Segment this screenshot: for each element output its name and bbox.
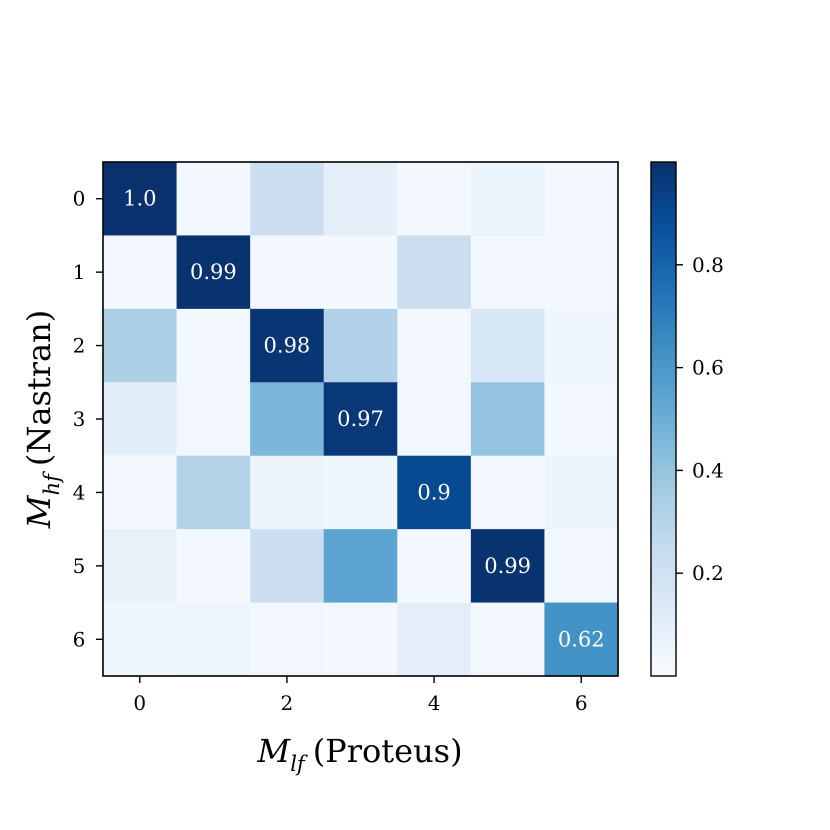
cell-annotation-1-1: 0.99: [190, 260, 237, 284]
heatmap-cell-3-1: [176, 382, 251, 457]
heatmap-cell-1-3: [323, 235, 398, 310]
y-tick-label-6: 6: [73, 627, 86, 651]
cell-annotation-2-2: 0.98: [264, 334, 311, 358]
x-tick-label-0: 0: [133, 691, 146, 715]
heatmap-cell-5-3: [323, 529, 398, 604]
heatmap-cell-0-1: [176, 162, 251, 237]
heatmap-cell-3-5: [470, 382, 546, 457]
heatmap-cell-3-3: [323, 382, 398, 457]
heatmap-cell-6-3: [323, 602, 398, 677]
heatmap-cell-5-1: [176, 529, 251, 604]
heatmap-cell-4-2: [250, 455, 325, 530]
heatmap-cell-3-6: [544, 382, 619, 457]
colorbar-gradient: [650, 161, 677, 677]
heatmap-cell-0-4: [397, 162, 472, 237]
y-tick-label-3: 3: [73, 407, 86, 431]
heatmap-cell-5-5: [470, 529, 546, 604]
heatmap-cell-2-2: [250, 308, 325, 383]
cell-annotation-4-4: 0.9: [417, 480, 450, 504]
colorbar-ticks: 0.2 0.4 0.6 0.8: [676, 253, 724, 585]
y-tick-label-2: 2: [73, 334, 86, 358]
y-axis-label: Mhf(Nastran): [20, 310, 64, 529]
heatmap-cell-5-6: [544, 529, 619, 604]
cell-annotations: 1.0 0.99 0.98 0.97 0.9 0.99 0.62: [123, 187, 605, 652]
heatmap-cell-1-6: [544, 235, 619, 310]
heatmap-cell-4-4: [397, 455, 472, 530]
heatmap-cell-4-5: [470, 455, 546, 530]
cell-annotation-0-0: 1.0: [123, 187, 156, 211]
colorbar-tick-label: 0.4: [692, 458, 724, 482]
heatmap-cell-0-0: [103, 162, 178, 237]
heatmap-cell-2-6: [544, 308, 619, 383]
colorbar-tick-label: 0.6: [692, 356, 724, 380]
heatmap-cell-1-1: [176, 235, 251, 310]
heatmap-cell-0-6: [544, 162, 619, 237]
cell-annotation-5-5: 0.99: [484, 554, 531, 578]
y-tick-label-4: 4: [73, 480, 86, 504]
colorbar: 0.2 0.4 0.6 0.8: [650, 161, 724, 677]
heatmap-cell-3-4: [397, 382, 472, 457]
cell-annotation-6-6: 0.62: [558, 627, 605, 651]
heatmap-cell-4-0: [103, 455, 178, 530]
heatmap-cell-6-1: [176, 602, 251, 677]
heatmap-cell-4-6: [544, 455, 619, 530]
heatmap-cell-0-3: [323, 162, 398, 237]
y-tick-label-0: 0: [73, 187, 86, 211]
colorbar-tick-label: 0.2: [692, 561, 724, 585]
heatmap-cell-5-0: [103, 529, 178, 604]
heatmap-cell-6-4: [397, 602, 472, 677]
heatmap-cell-6-2: [250, 602, 325, 677]
y-tick-label-1: 1: [73, 260, 86, 284]
x-tick-label-6: 6: [575, 691, 588, 715]
y-axis-ticks: 0 1 2 3 4 5 6: [73, 187, 103, 651]
colorbar-tick-label: 0.8: [692, 253, 724, 277]
heatmap-cell-5-4: [397, 529, 472, 604]
heatmap-cell-1-4: [397, 235, 472, 310]
heatmap-cell-0-2: [250, 162, 325, 237]
heatmap-cell-4-3: [323, 455, 398, 530]
heatmap-cell-5-2: [250, 529, 325, 604]
heatmap-cell-1-0: [103, 235, 178, 310]
x-tick-label-2: 2: [281, 691, 294, 715]
heatmap-cell-3-2: [250, 382, 325, 457]
heatmap-cell-6-5: [470, 602, 546, 677]
heatmap-cell-3-0: [103, 382, 178, 457]
heatmap-cell-2-5: [470, 308, 546, 383]
heatmap-cell-2-3: [323, 308, 398, 383]
heatmap-cell-6-0: [103, 602, 178, 677]
heatmap-cell-2-4: [397, 308, 472, 383]
x-axis-ticks: 0 2 4 6: [133, 676, 588, 715]
heatmap-cell-1-2: [250, 235, 325, 310]
heatmap-cell-0-5: [470, 162, 546, 237]
heatmap-cell-6-6: [544, 602, 619, 677]
heatmap-cell-2-0: [103, 308, 178, 383]
heatmap-cells: [103, 162, 619, 677]
y-tick-label-5: 5: [73, 554, 86, 578]
x-tick-label-4: 4: [428, 691, 441, 715]
heatmap-cell-1-5: [470, 235, 546, 310]
heatmap-cell-2-1: [176, 308, 251, 383]
heatmap-cell-4-1: [176, 455, 251, 530]
x-axis-label: Mlf (Proteus): [256, 732, 462, 776]
cell-annotation-3-3: 0.97: [337, 407, 384, 431]
